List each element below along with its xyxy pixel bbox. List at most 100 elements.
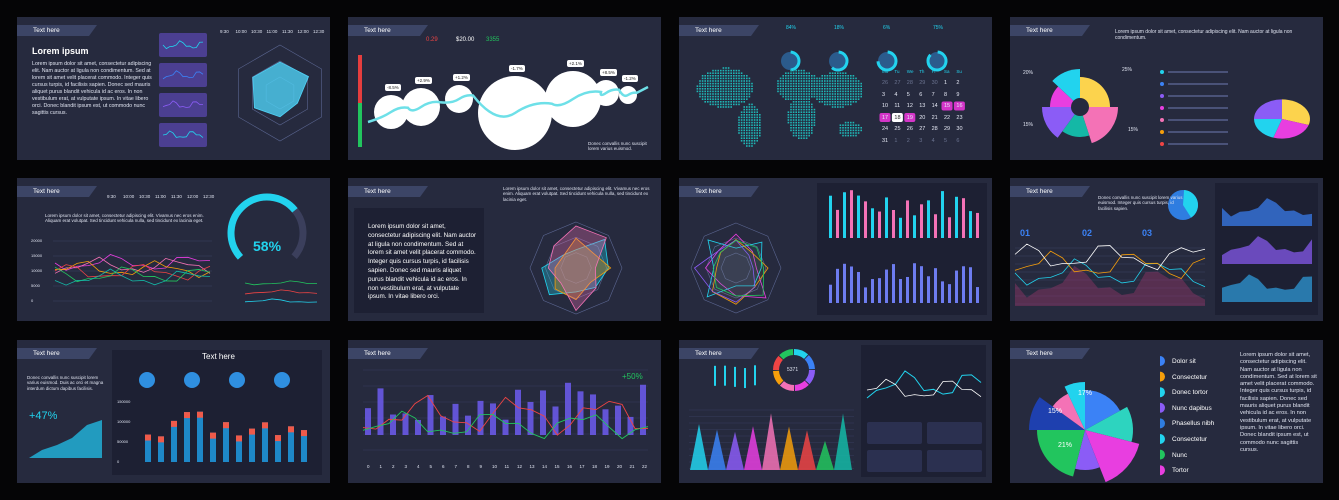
bar <box>158 436 164 462</box>
map-dot <box>727 75 730 77</box>
map-dot <box>798 82 800 85</box>
map-dot <box>743 93 745 95</box>
bar <box>465 415 471 435</box>
map-dot <box>712 80 714 82</box>
map-dot <box>837 72 839 74</box>
map-dot <box>798 119 800 121</box>
map-dot <box>748 124 751 126</box>
map-dot <box>839 129 842 132</box>
map-dot <box>714 95 717 98</box>
map-dot <box>701 77 704 80</box>
bar <box>262 422 268 462</box>
map-dot <box>746 111 748 113</box>
map-dot <box>795 111 797 113</box>
triangle <box>690 423 708 470</box>
map-dot <box>727 69 730 72</box>
x-label: 1 <box>379 464 383 469</box>
map-dot <box>751 142 753 145</box>
map-dot <box>839 88 842 90</box>
x-label: 8 <box>467 464 470 469</box>
heading: Lorem ipsum <box>32 46 89 56</box>
map-dot <box>826 80 829 82</box>
map-dot <box>834 98 836 100</box>
circle-icon <box>184 372 200 388</box>
map-dot <box>808 116 810 119</box>
map-dot <box>839 124 842 126</box>
series-line <box>866 370 982 399</box>
bar <box>906 276 909 303</box>
map-dot <box>696 90 699 93</box>
map-dot <box>795 127 797 129</box>
map-dot <box>847 80 849 82</box>
bar <box>829 195 832 238</box>
map-dot <box>805 98 808 100</box>
bar <box>754 365 756 386</box>
map-dot <box>860 129 862 132</box>
map-dot <box>811 93 813 95</box>
bar-cap <box>301 430 307 437</box>
panel: Text here 17% 15% 21% Dolor sit Consectetur Do… <box>1010 340 1323 483</box>
map-dot <box>782 80 784 82</box>
bar <box>540 390 546 435</box>
mini-line <box>244 289 318 295</box>
map-dot <box>813 119 816 121</box>
map-dot <box>748 108 751 111</box>
map-dot <box>824 75 826 77</box>
map-dot <box>714 82 717 85</box>
bar <box>615 405 621 435</box>
map-dot <box>735 90 738 93</box>
map-dot <box>709 80 712 82</box>
map-dot <box>808 114 810 116</box>
map-dot <box>800 85 803 87</box>
legend-dot <box>1160 106 1164 110</box>
map-dot <box>738 124 740 126</box>
map-dot <box>727 93 730 95</box>
map-dot <box>743 82 745 85</box>
map-dot <box>795 72 797 74</box>
map-dot <box>785 77 787 80</box>
map-dot <box>850 80 852 82</box>
map-dot <box>808 121 810 124</box>
bar <box>171 420 177 462</box>
map-dot <box>808 119 810 121</box>
x-label: 3 <box>404 464 408 469</box>
map-dot <box>707 85 709 87</box>
map-dot <box>743 127 745 129</box>
map-dot <box>826 85 829 87</box>
bar <box>552 406 559 435</box>
panel-graphics <box>354 208 623 315</box>
map-dot <box>787 88 790 90</box>
panel-graphics <box>53 193 318 303</box>
map-dot <box>847 124 849 126</box>
map-dot <box>717 72 719 74</box>
map-dot <box>798 98 800 100</box>
map-dot <box>839 101 842 103</box>
panel-graphics <box>159 33 322 147</box>
time-label: 12:30 <box>313 29 325 34</box>
map-dot <box>733 85 735 87</box>
map-dot <box>803 129 805 132</box>
map-dot <box>722 77 725 80</box>
map-dot <box>756 134 758 137</box>
map-dot <box>740 129 743 132</box>
map-dot <box>800 121 803 124</box>
map-dot <box>733 72 735 74</box>
map-dot <box>813 77 816 80</box>
bubble-label: +2.9% <box>415 77 432 85</box>
map-dot <box>824 85 826 87</box>
map-dot <box>800 127 803 129</box>
map-dot <box>746 82 748 85</box>
time-label: 11:00 <box>155 194 166 199</box>
map-dot <box>792 85 795 87</box>
tab: Text here <box>679 348 759 359</box>
bar <box>145 434 151 462</box>
legend-icon <box>1160 449 1165 460</box>
map-dot <box>857 98 860 100</box>
map-dot <box>704 80 706 82</box>
pie-slice <box>1064 382 1085 430</box>
area <box>1222 198 1312 226</box>
map-dot <box>800 108 803 111</box>
x-label: 16 <box>567 464 573 469</box>
map-dot <box>813 124 816 126</box>
time-label: 12:00 <box>297 29 309 34</box>
